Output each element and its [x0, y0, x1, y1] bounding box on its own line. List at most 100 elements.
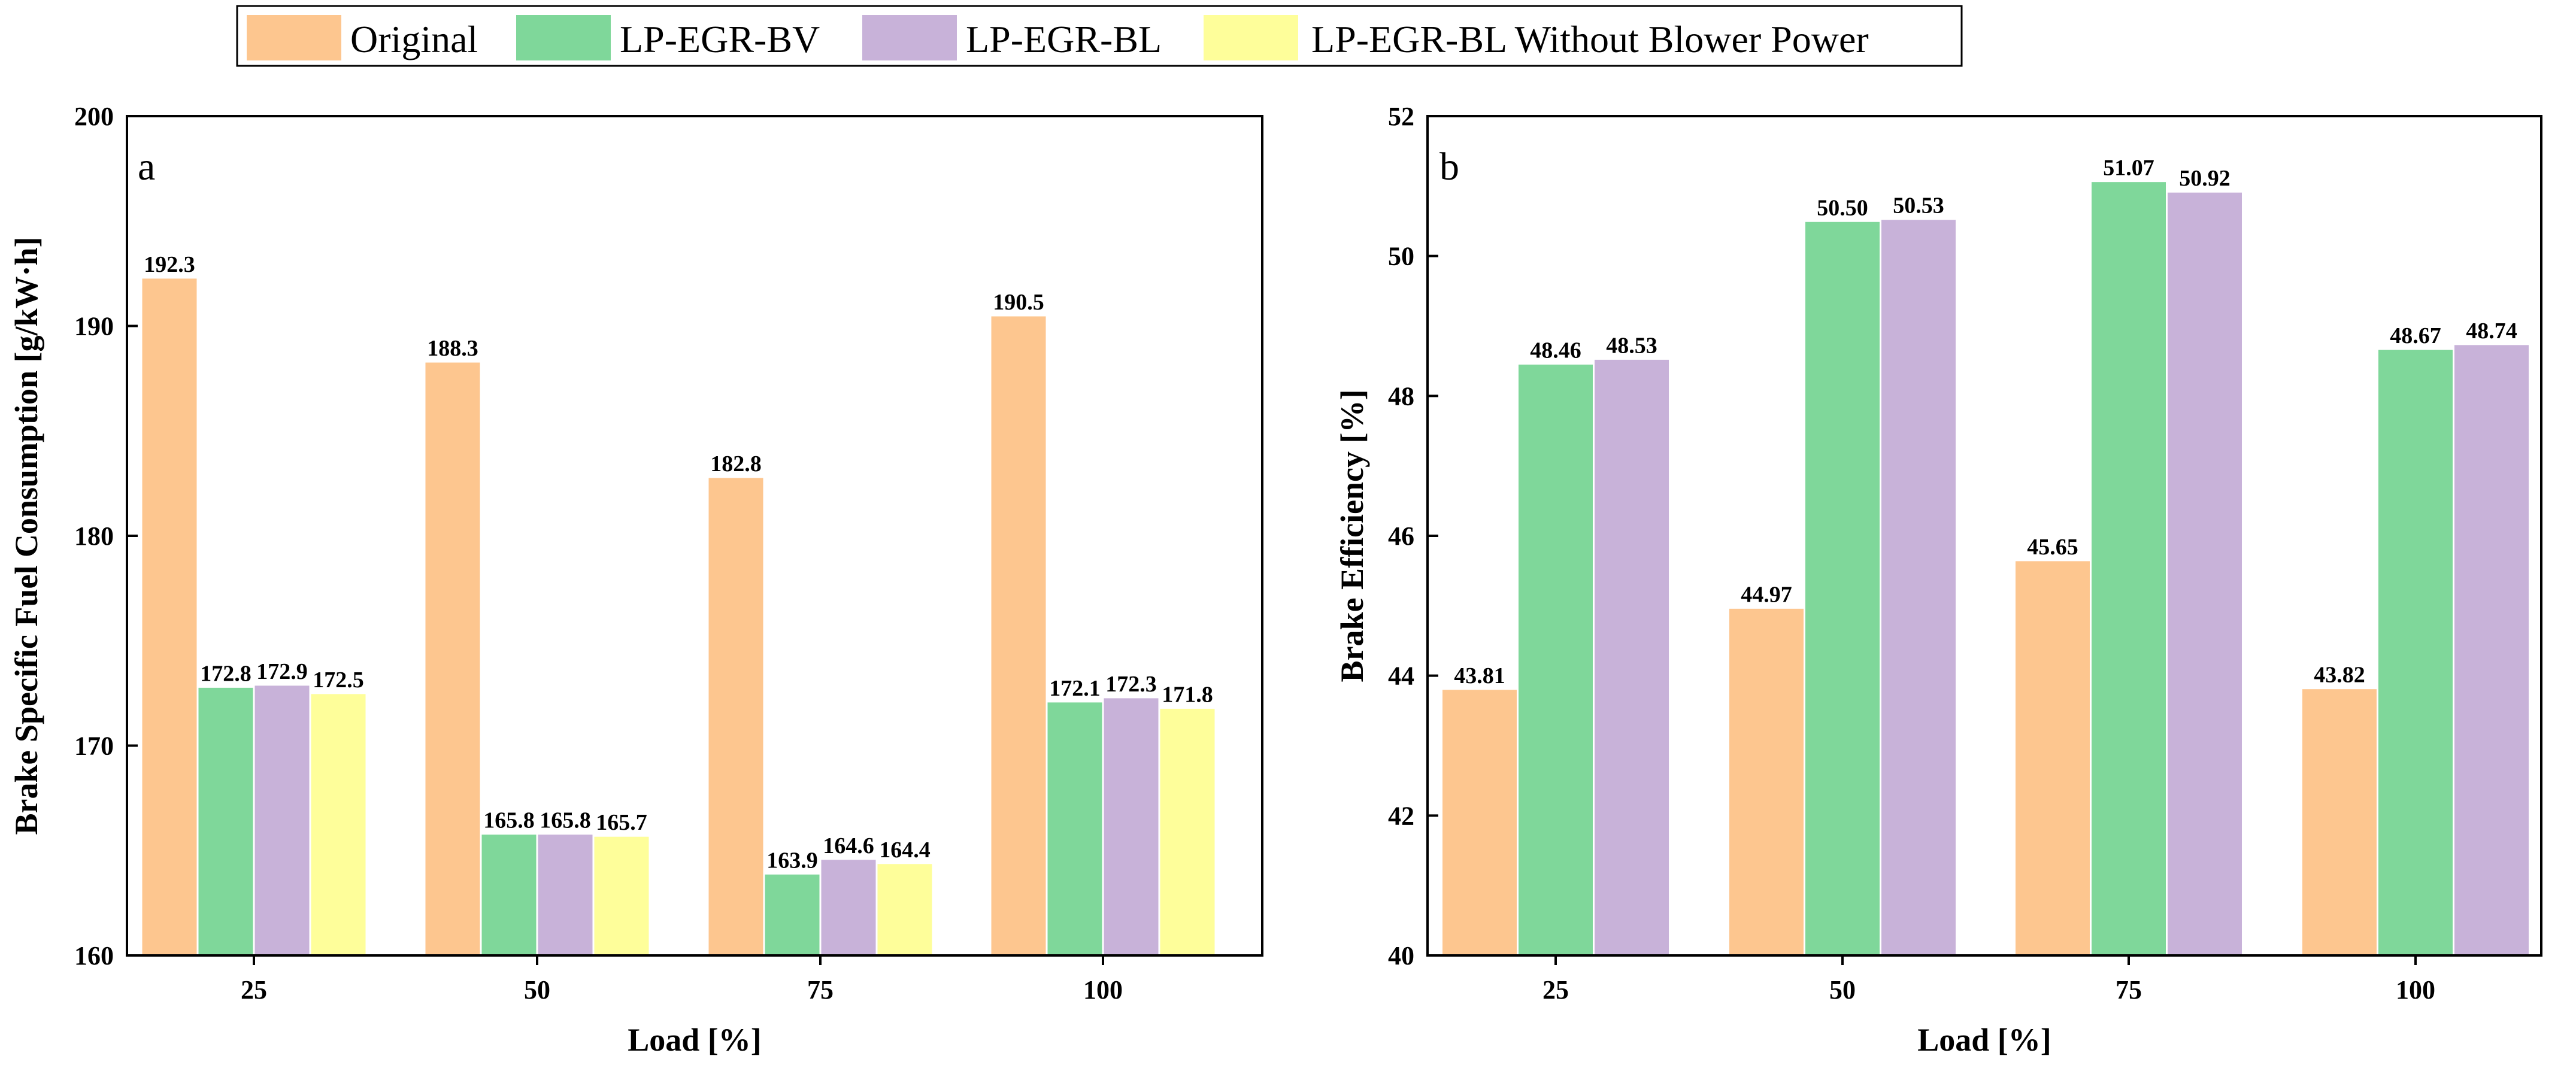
panel-a-data-label-original-50: 188.3: [427, 336, 478, 361]
panel-b-y-tick-label-46: 46: [1388, 521, 1414, 551]
panel-a-bar-lp-egr-bv-25: [196, 685, 255, 957]
panel-b-bar-original-100: [2301, 687, 2378, 957]
legend-label-lp-egr-bl-without-blower: LP-EGR-BL Without Blower Power: [1311, 18, 1869, 60]
panel-b-bar-lp-egr-bv-50: [1804, 220, 1881, 957]
panel-b-y-tick-label-40: 40: [1388, 941, 1414, 970]
panel-a-x-tick-label-100: 100: [1083, 975, 1123, 1005]
panel-b-bar-lp-egr-bl-75: [2166, 190, 2244, 957]
panel-a-x-tick-label-25: 25: [241, 975, 267, 1005]
panel-a-bar-lp-egr-bv-75: [763, 872, 822, 957]
panel-b-y-tick-label-48: 48: [1388, 381, 1414, 411]
panel-a-bar-original-50: [423, 360, 482, 957]
panel-b-x-tick-label-100: 100: [2396, 975, 2435, 1005]
panel-a-data-label-lp-egr-bl-without-blower-power-50: 165.7: [596, 810, 647, 835]
panel-b-data-label-lp-egr-bl-25: 48.53: [1606, 333, 1657, 358]
panel-b-bar-lp-egr-bv-25: [1517, 363, 1595, 957]
panel-a-data-label-original-75: 182.8: [710, 451, 762, 477]
panel-b-data-label-original-25: 43.81: [1454, 663, 1505, 688]
legend-swatch-lp-egr-bv: [516, 15, 611, 60]
panel-a-data-label-lp-egr-bl-without-blower-power-75: 164.4: [879, 838, 931, 863]
panel-a-y-tick-label-160: 160: [74, 941, 114, 970]
panel-a-x-axis-title: Load [%]: [628, 1022, 762, 1058]
panel-b-bar-lp-egr-bl-25: [1593, 357, 1671, 957]
panel-a-bar-original-75: [707, 476, 765, 957]
panel-a-data-label-lp-egr-bv-25: 172.8: [200, 661, 251, 686]
panel-a-y-tick-label-200: 200: [74, 102, 114, 131]
panel-b-data-label-lp-egr-bl-100: 48.74: [2466, 318, 2517, 344]
panel-a-bar-lp-egr-bl-50: [536, 833, 595, 957]
panel-a-data-label-lp-egr-bl-75: 164.6: [823, 833, 874, 858]
panel-b-data-label-original-50: 44.97: [1741, 582, 1792, 607]
panel-b-data-label-lp-egr-bv-75: 51.07: [2103, 156, 2154, 181]
panel-a-bar-original-25: [140, 277, 199, 957]
panel-a-plot-frame: [126, 115, 1263, 957]
panel-a-data-labels: 192.3 188.3 182.8 190.5 172.8 165.8 163.9 172.1…: [144, 252, 1213, 873]
panel-b-x-tick-label-50: 50: [1829, 975, 1856, 1005]
panel-a-bar-lp-egr-bl-without-blower-power-50: [592, 835, 651, 957]
panel-b-x-tick-label-25: 25: [1542, 975, 1569, 1005]
panel-b-x-tick-label-75: 75: [2116, 975, 2142, 1005]
panel-a-data-label-lp-egr-bl-25: 172.9: [256, 659, 308, 684]
panel-b-bar-lp-egr-bl-50: [1880, 218, 1957, 957]
panel-b-y-tick-label-42: 42: [1388, 801, 1414, 830]
panel-a-data-label-lp-egr-bl-100: 172.3: [1105, 672, 1157, 697]
panel-b-brake-efficiency-chart: 43.81 44.97 45.65 43.82 48.46 50.50 51.07 48.67…: [1334, 102, 2542, 1058]
panel-b-bar-lp-egr-bv-100: [2377, 348, 2454, 957]
panel-b-data-label-lp-egr-bl-50: 50.53: [1893, 193, 1944, 219]
panel-a-bar-lp-egr-bv-50: [480, 833, 538, 957]
panel-a-data-label-lp-egr-bl-without-blower-power-25: 172.5: [313, 667, 364, 693]
panel-a-x-tick-label-50: 50: [524, 975, 550, 1005]
legend-swatch-lp-egr-bl-without-blower: [1204, 15, 1298, 60]
panel-a-data-label-lp-egr-bv-100: 172.1: [1049, 676, 1101, 701]
panel-b-data-label-lp-egr-bv-25: 48.46: [1530, 338, 1581, 363]
legend-label-lp-egr-bl: LP-EGR-BL: [966, 18, 1162, 60]
panel-b-y-axis-title: Brake Efficiency [%]: [1334, 390, 1370, 682]
panel-a-bar-original-100: [989, 314, 1048, 957]
legend: Original LP-EGR-BV LP-EGR-BL LP-EGR-BL W…: [236, 5, 1963, 67]
panel-a-y-tick-label-190: 190: [74, 312, 114, 341]
panel-b-x-axis-title: Load [%]: [1917, 1022, 2051, 1058]
panel-a-y-tick-label-170: 170: [74, 732, 114, 761]
panel-b-letter: b: [1439, 145, 1459, 189]
panel-b-bars: [1441, 180, 2530, 957]
panel-a-bar-lp-egr-bl-25: [253, 684, 311, 957]
legend-swatch-original: [247, 15, 341, 60]
panel-b-y-tick-label-52: 52: [1388, 102, 1414, 131]
panel-a-data-label-lp-egr-bl-50: 165.8: [540, 808, 591, 833]
panel-b-bar-lp-egr-bl-100: [2453, 343, 2530, 957]
panel-b-bar-original-75: [2014, 559, 2092, 957]
panel-a-x-tick-label-75: 75: [807, 975, 834, 1005]
legend-swatch-lp-egr-bl: [862, 15, 957, 60]
panel-b-axis-ticks: 40 42 44 46 48 50 52 25 50 75 100: [1388, 102, 2435, 1005]
panel-b-plot-frame: [1426, 115, 2542, 957]
panel-a-axis-ticks: 160 170 180 190 200 25 50 75 100: [74, 102, 1123, 1005]
legend-label-lp-egr-bv: LP-EGR-BV: [620, 18, 820, 60]
panel-b-data-label-lp-egr-bv-100: 48.67: [2390, 323, 2441, 348]
panel-a-bar-lp-egr-bl-without-blower-power-25: [309, 692, 368, 957]
panel-b-data-label-lp-egr-bl-75: 50.92: [2179, 166, 2230, 191]
panel-a-bar-lp-egr-bl-75: [819, 858, 878, 957]
panel-b-data-label-original-100: 43.82: [2314, 663, 2365, 688]
panel-a-bar-lp-egr-bl-100: [1102, 696, 1160, 957]
panel-a-y-tick-label-180: 180: [74, 521, 114, 551]
panel-b-bar-original-25: [1441, 688, 1519, 957]
panel-b-data-label-original-75: 45.65: [2027, 535, 2078, 560]
panel-a-y-axis-title: Brake Specific Fuel Consumption [g/kW·h]: [8, 236, 44, 835]
panel-b-bar-original-50: [1728, 606, 1805, 957]
panel-b-data-label-lp-egr-bv-50: 50.50: [1817, 195, 1868, 220]
legend-label-original: Original: [350, 18, 478, 60]
panel-b-y-tick-label-50: 50: [1388, 242, 1414, 271]
panel-a-bars: [140, 277, 1217, 957]
panel-a-bsfc-chart: 192.3 188.3 182.8 190.5 172.8 165.8 163.9 172.1…: [8, 102, 1263, 1058]
panel-a-bar-lp-egr-bv-100: [1045, 700, 1104, 957]
panel-b-y-tick-label-44: 44: [1388, 662, 1414, 691]
panel-a-data-label-original-100: 190.5: [993, 290, 1044, 315]
panel-b-bar-lp-egr-bv-75: [2090, 180, 2168, 957]
panel-a-letter: a: [138, 145, 155, 189]
panel-a-bar-lp-egr-bl-without-blower-power-100: [1158, 706, 1217, 957]
panel-a-bar-lp-egr-bl-without-blower-power-75: [875, 862, 934, 957]
panel-a-data-label-lp-egr-bv-50: 165.8: [483, 808, 535, 833]
panel-b-data-labels: 43.81 44.97 45.65 43.82 48.46 50.50 51.07 48.67…: [1454, 156, 2517, 688]
panel-a-data-label-lp-egr-bl-without-blower-power-100: 171.8: [1162, 682, 1213, 707]
